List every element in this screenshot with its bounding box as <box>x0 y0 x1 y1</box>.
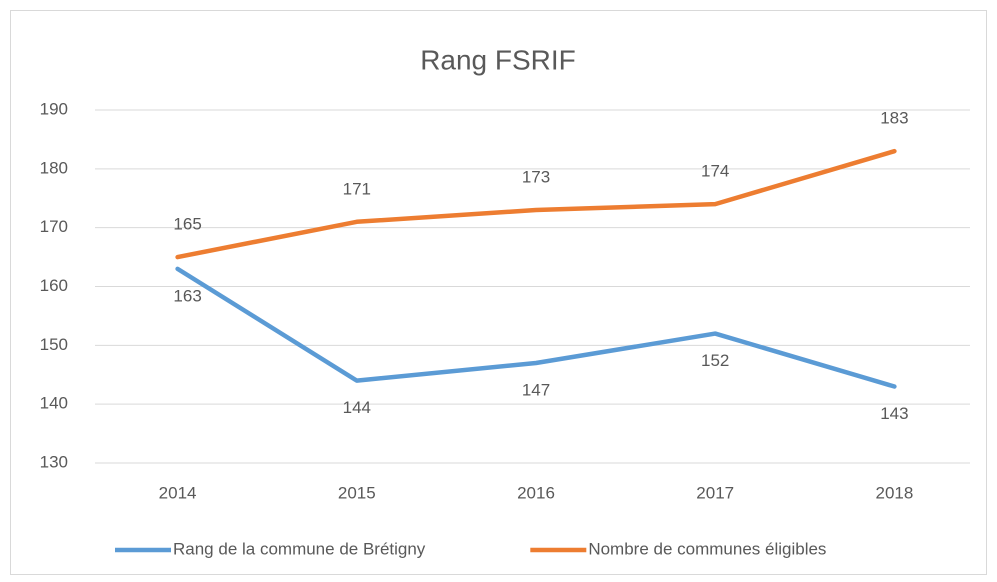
data-label: 183 <box>880 109 908 128</box>
series-line <box>175 266 897 389</box>
x-tick-label: 2015 <box>338 483 376 502</box>
y-tick-label: 150 <box>40 335 68 354</box>
series-line <box>175 148 897 260</box>
y-tick-label: 160 <box>40 276 68 295</box>
x-tick-label: 2018 <box>875 483 913 502</box>
data-label: 163 <box>173 286 201 305</box>
y-tick-label: 180 <box>40 158 68 177</box>
data-label: 147 <box>522 380 550 399</box>
data-label: 174 <box>701 162 729 181</box>
chart-frame <box>10 10 987 575</box>
data-label: 173 <box>522 168 550 187</box>
y-tick-label: 140 <box>40 394 68 413</box>
data-label: 144 <box>343 398 371 417</box>
y-tick-label: 170 <box>40 217 68 236</box>
y-tick-label: 190 <box>40 99 68 118</box>
y-tick-label: 130 <box>40 452 68 471</box>
legend-label: Rang de la commune de Brétigny <box>173 539 426 558</box>
data-label: 171 <box>343 179 371 198</box>
data-label: 152 <box>701 351 729 370</box>
x-tick-label: 2016 <box>517 483 555 502</box>
data-label: 165 <box>173 215 201 234</box>
x-tick-label: 2017 <box>696 483 734 502</box>
data-label: 143 <box>880 404 908 423</box>
chart-title: Rang FSRIF <box>420 44 576 75</box>
legend-label: Nombre de communes éligibles <box>588 539 826 558</box>
x-tick-label: 2014 <box>159 483 197 502</box>
